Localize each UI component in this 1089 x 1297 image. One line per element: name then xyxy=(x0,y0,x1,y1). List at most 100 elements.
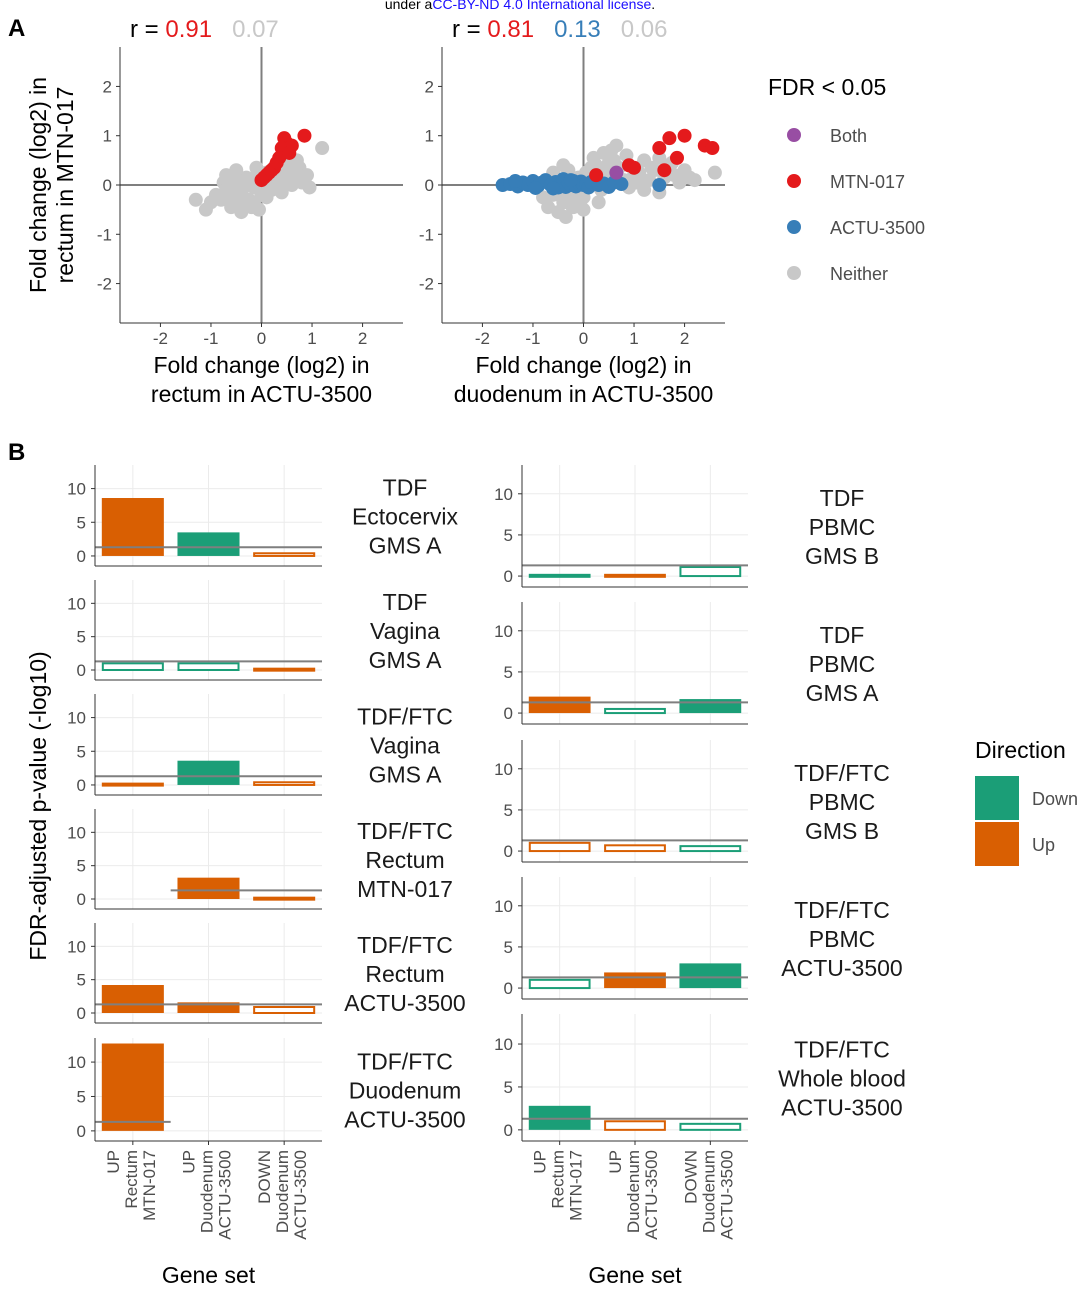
y-tick-label: 5 xyxy=(77,971,86,990)
y-tick-label: 5 xyxy=(77,857,86,876)
point-neither xyxy=(267,180,282,195)
y-tick-label: 5 xyxy=(504,663,513,682)
x-axis-title: Fold change (log2) in xyxy=(153,352,369,378)
y-tick-label: 0 xyxy=(504,979,513,998)
x-tick-label: ACTU-3500 xyxy=(291,1150,310,1240)
point-mtn xyxy=(589,168,604,183)
y-tick-label: 10 xyxy=(494,485,513,504)
bar-down xyxy=(679,1122,742,1131)
y-tick-label: 5 xyxy=(77,628,86,647)
facet-label: Rectum xyxy=(365,847,444,873)
bar-up xyxy=(528,841,591,853)
bar-down xyxy=(528,573,591,578)
facet-label: Vagina xyxy=(370,618,440,644)
y-tick-label: -2 xyxy=(419,275,434,294)
bar-down xyxy=(679,566,742,578)
x-tick-label: Rectum xyxy=(122,1150,141,1209)
legend-key-up xyxy=(975,822,1019,866)
point-neither xyxy=(591,195,606,210)
point-neither xyxy=(558,210,573,225)
facet-label: TDF/FTC xyxy=(357,932,453,958)
point-neither xyxy=(239,192,254,207)
x-tick-label: -1 xyxy=(525,329,540,348)
panel-a-label: A xyxy=(8,15,25,42)
facet-label: ACTU-3500 xyxy=(344,990,465,1016)
bar-down xyxy=(177,532,240,556)
facet-label: GMS A xyxy=(369,647,443,673)
facet-label: PBMC xyxy=(809,651,875,677)
facet-label: PBMC xyxy=(809,926,875,952)
license-link[interactable]: CC-BY-ND 4.0 International license xyxy=(432,0,651,12)
point-actu xyxy=(528,180,543,195)
x-category-labels-2: UP Rectum MTN-017 UP Duodenum ACTU-3500 DOWN Du… xyxy=(531,1141,736,1288)
bar-facet-10: 0 5 10 TDF/FTC PBMC ACTU-3500 xyxy=(494,877,903,1000)
facet-label: Rectum xyxy=(365,961,444,987)
bar-down xyxy=(679,963,742,989)
facet-label: PBMC xyxy=(809,789,875,815)
facet-label: MTN-017 xyxy=(357,876,453,902)
y-tick-label: 5 xyxy=(504,938,513,957)
facet-label: GMS A xyxy=(369,762,443,788)
point-neither xyxy=(652,150,667,165)
correlation-value-mtn: 0.91 xyxy=(165,16,212,43)
point-mtn xyxy=(652,141,667,156)
x-tick-label: 0 xyxy=(579,329,588,348)
bar-up xyxy=(604,972,666,989)
legend-key-neither xyxy=(787,266,801,280)
point-mtn xyxy=(627,160,642,175)
bar-up xyxy=(101,985,164,1013)
facet-label: TDF/FTC xyxy=(794,897,890,923)
point-neither xyxy=(188,192,203,207)
facet-label: Ectocervix xyxy=(352,504,459,530)
y-tick-label: 10 xyxy=(67,937,86,956)
bar-down xyxy=(177,662,240,671)
bar-up xyxy=(101,782,164,787)
point-neither xyxy=(259,190,274,205)
bar-down xyxy=(177,760,240,785)
x-tick-label: DOWN xyxy=(681,1150,700,1204)
point-neither xyxy=(231,182,246,197)
bar-down xyxy=(679,845,742,853)
facet-label: Vagina xyxy=(370,733,440,759)
point-mtn xyxy=(657,163,672,178)
x-tick-label: -2 xyxy=(475,329,490,348)
facet-label: TDF xyxy=(820,622,865,648)
y-axis-title: FDR-adjusted p-value (-log10) xyxy=(25,651,51,960)
point-neither xyxy=(219,168,234,183)
bar-facet-4: 0 5 10 TDF/FTC Rectum MTN-017 xyxy=(67,809,453,910)
point-neither xyxy=(556,158,571,173)
point-mtn xyxy=(282,145,297,160)
point-actu xyxy=(563,173,578,188)
x-tick-label: UP xyxy=(606,1150,625,1174)
x-tick-label: -2 xyxy=(153,329,168,348)
y-tick-label: -1 xyxy=(419,225,434,244)
y-tick-label: 5 xyxy=(504,1078,513,1097)
bar-up xyxy=(177,877,240,899)
bar-facet-9: 0 5 10 TDF/FTC PBMC GMS B xyxy=(494,740,890,863)
correlation-header: r = 0.81 0.13 0.06 xyxy=(452,16,668,43)
point-neither xyxy=(629,175,644,190)
x-tick-label: UP xyxy=(531,1150,550,1174)
facet-label: GMS A xyxy=(806,680,880,706)
correlation-header: r = 0.91 0.07 xyxy=(130,16,279,43)
y-tick-label: 0 xyxy=(77,661,86,680)
facet-label: Whole blood xyxy=(778,1066,906,1092)
y-tick-label: 2 xyxy=(425,77,434,96)
facet-label: TDF/FTC xyxy=(357,818,453,844)
x-tick-label: DOWN xyxy=(255,1150,274,1204)
legend-label: MTN-017 xyxy=(830,172,905,192)
y-tick-label: 0 xyxy=(103,176,112,195)
license-note: under aCC-BY-ND 4.0 International licens… xyxy=(385,0,655,12)
facet-label: ACTU-3500 xyxy=(344,1107,465,1133)
facet-label: GMS B xyxy=(805,818,879,844)
x-tick-label: UP xyxy=(180,1150,199,1174)
license-suffix: . xyxy=(651,0,655,12)
x-tick-label: UP xyxy=(104,1150,123,1174)
x-axis-title: duodenum in ACTU-3500 xyxy=(454,381,714,407)
x-tick-label: 2 xyxy=(358,329,367,348)
point-actu xyxy=(614,177,629,192)
point-neither xyxy=(707,165,722,180)
bar-down xyxy=(679,699,742,714)
facet-label: TDF xyxy=(383,589,428,615)
